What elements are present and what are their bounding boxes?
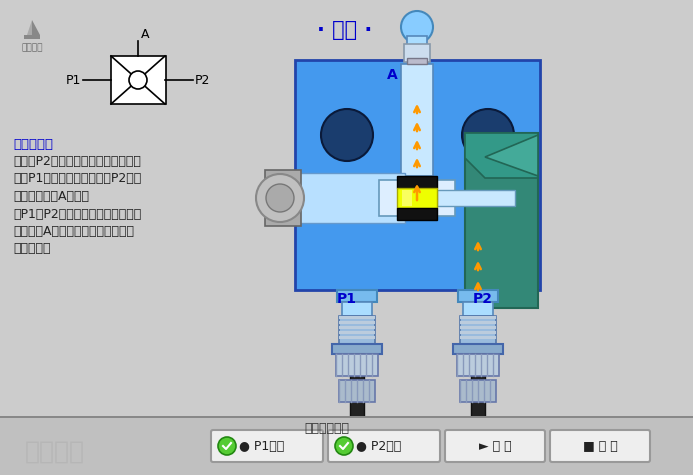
FancyBboxPatch shape xyxy=(445,430,545,462)
Text: A: A xyxy=(387,68,398,82)
Circle shape xyxy=(129,71,147,89)
Circle shape xyxy=(266,184,294,212)
Circle shape xyxy=(335,437,353,455)
Bar xyxy=(342,302,372,316)
Bar xyxy=(332,344,382,354)
FancyBboxPatch shape xyxy=(550,430,650,462)
Bar xyxy=(401,64,433,176)
Text: P1: P1 xyxy=(337,292,357,306)
Bar xyxy=(339,331,375,333)
Bar xyxy=(397,176,437,188)
Bar xyxy=(463,302,493,316)
Text: 阀芯向左移动: 阀芯向左移动 xyxy=(304,422,349,435)
Bar xyxy=(407,58,427,64)
Text: 当P1、P2同时进气时，哪端气体的: 当P1、P2同时进气时，哪端气体的 xyxy=(13,208,141,220)
Bar xyxy=(397,188,437,208)
Bar xyxy=(265,170,301,226)
Bar xyxy=(339,326,375,329)
Text: 当通道P2进气时，将阀芯推向左边，: 当通道P2进气时，将阀芯推向左边， xyxy=(13,155,141,168)
Bar xyxy=(337,290,377,302)
Bar xyxy=(460,316,496,319)
Bar xyxy=(437,190,515,206)
Bar xyxy=(460,380,496,402)
Bar xyxy=(379,180,455,216)
Bar xyxy=(397,208,437,220)
Bar xyxy=(402,190,412,206)
Bar xyxy=(407,36,427,46)
Text: ■ 复 位: ■ 复 位 xyxy=(583,439,617,453)
Circle shape xyxy=(256,174,304,222)
Bar xyxy=(339,321,375,323)
Text: ► 播 放: ► 播 放 xyxy=(479,439,511,453)
Bar xyxy=(460,331,496,333)
Bar xyxy=(460,316,496,344)
Bar xyxy=(460,336,496,339)
Text: · 梭阀 ·: · 梭阀 · xyxy=(317,20,373,40)
Text: 功能说明：: 功能说明： xyxy=(13,138,53,151)
Bar xyxy=(404,44,430,62)
Bar xyxy=(350,354,364,444)
Polygon shape xyxy=(485,135,538,176)
Text: 压力高，A就与哪端相通，另一端就: 压力高，A就与哪端相通，另一端就 xyxy=(13,225,134,238)
Text: ● P2进气: ● P2进气 xyxy=(356,439,401,453)
Text: P2: P2 xyxy=(195,74,211,86)
Bar xyxy=(339,316,375,344)
Text: P1: P1 xyxy=(66,74,81,86)
Bar xyxy=(24,35,40,39)
Text: A: A xyxy=(141,28,150,41)
Circle shape xyxy=(462,109,514,161)
Polygon shape xyxy=(27,20,32,35)
Bar xyxy=(453,344,503,354)
Circle shape xyxy=(401,11,433,43)
Bar xyxy=(339,380,375,402)
Bar xyxy=(465,133,538,308)
Circle shape xyxy=(218,437,236,455)
Bar xyxy=(471,354,485,444)
Bar xyxy=(460,326,496,329)
Bar xyxy=(0,418,693,475)
Text: 自动关闭。: 自动关闭。 xyxy=(13,243,51,256)
Bar xyxy=(339,336,375,339)
Text: ● P1进气: ● P1进气 xyxy=(239,439,284,453)
Polygon shape xyxy=(465,133,538,178)
Polygon shape xyxy=(32,20,40,35)
Bar xyxy=(111,56,166,104)
Text: 阀体，从通道A流出。: 阀体，从通道A流出。 xyxy=(13,190,89,203)
Text: 机工教育: 机工教育 xyxy=(25,440,85,464)
FancyBboxPatch shape xyxy=(328,430,440,462)
Bar xyxy=(457,354,499,376)
Bar xyxy=(297,173,405,223)
Text: 通路P1被关闭，于是气体从P2进入: 通路P1被关闭，于是气体从P2进入 xyxy=(13,172,141,186)
Bar xyxy=(295,60,540,290)
Text: 达米教育: 达米教育 xyxy=(21,43,43,52)
Bar xyxy=(336,354,378,376)
Bar xyxy=(0,416,693,418)
Circle shape xyxy=(321,109,373,161)
FancyBboxPatch shape xyxy=(211,430,323,462)
Bar xyxy=(339,316,375,319)
Bar xyxy=(458,290,498,302)
Bar xyxy=(460,321,496,323)
Text: P2: P2 xyxy=(473,292,493,306)
